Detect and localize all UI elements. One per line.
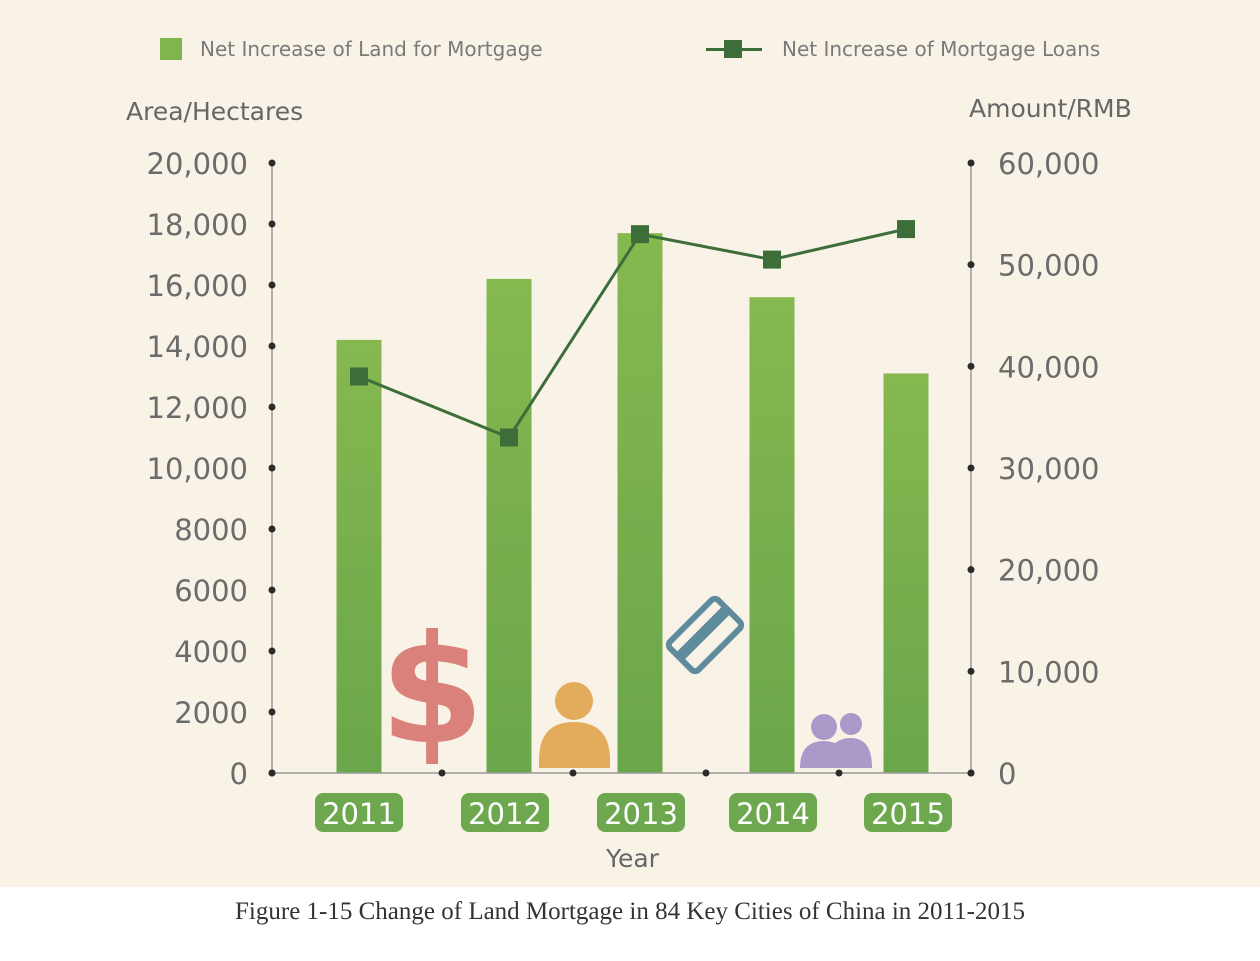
x-axis-title: Year: [606, 844, 659, 873]
right-tick-label: 50,000: [998, 249, 1099, 283]
year-label: 2012: [468, 797, 542, 831]
left-tick-label: 20,000: [147, 147, 248, 181]
group-icon: [800, 713, 872, 768]
right-tick-dot: [967, 362, 975, 370]
left-tick-label: 4000: [174, 635, 248, 669]
bar-2011: [336, 339, 382, 773]
x-tick-dot: [967, 769, 975, 777]
right-tick-dot: [967, 464, 975, 472]
year-badge-2013: [597, 793, 685, 832]
loan-marker-2011: [350, 367, 368, 386]
legend-bar-entry: Net Increase of Land for Mortgage: [160, 34, 543, 64]
x-tick-dot: [438, 769, 446, 777]
left-tick-label: 14,000: [147, 330, 248, 364]
right-tick-label: 20,000: [998, 554, 1099, 588]
left-tick-dot: [268, 586, 276, 594]
right-tick-dot: [967, 261, 975, 269]
year-badge-2011: [315, 793, 403, 832]
legend-bar-label: Net Increase of Land for Mortgage: [200, 37, 543, 61]
legend-line-entry: Net Increase of Mortgage Loans: [706, 34, 1100, 64]
left-tick-label: 16,000: [147, 269, 248, 303]
left-tick-label: 10,000: [147, 452, 248, 486]
left-axis-title: Area/Hectares: [126, 97, 304, 126]
right-tick-label: 30,000: [998, 452, 1099, 486]
right-tick-label: 0: [998, 757, 1016, 791]
legend-line-marker: [706, 38, 762, 60]
bar-2015: [883, 373, 929, 773]
person-icon: [539, 682, 610, 768]
year-badge-2015: [864, 793, 952, 832]
loan-marker-2015: [897, 220, 915, 239]
credit-card-icon: [665, 595, 745, 675]
x-tick-dot: [835, 769, 843, 777]
year-badge-2014: [729, 793, 817, 832]
right-tick-label: 60,000: [998, 147, 1099, 181]
year-label: 2011: [322, 797, 396, 831]
combo-chart: $ 0 2000 4000 6000 8000 10,000 12,000 14,000 16,…: [147, 147, 1099, 832]
dollar-icon: $: [380, 604, 484, 778]
right-axis-title: Amount/RMB: [969, 94, 1132, 123]
loan-marker-2013: [631, 225, 649, 244]
left-tick-dot: [268, 159, 276, 167]
x-tick-dot: [702, 769, 710, 777]
left-tick-dot: [268, 220, 276, 228]
right-tick-dot: [967, 159, 975, 167]
left-tick-label: 12,000: [147, 391, 248, 425]
year-label: 2014: [736, 797, 810, 831]
right-tick-dot: [967, 566, 975, 574]
year-label: 2015: [871, 797, 945, 831]
left-tick-label: 0: [230, 757, 248, 791]
x-tick-dot: [569, 769, 577, 777]
left-tick-dot: [268, 403, 276, 411]
legend-bar-swatch: [160, 38, 182, 60]
left-tick-label: 18,000: [147, 208, 248, 242]
figure-caption: Figure 1-15 Change of Land Mortgage in 8…: [235, 898, 1025, 925]
x-tick-dot: [268, 769, 276, 777]
left-tick-dot: [268, 464, 276, 472]
legend-line-label: Net Increase of Mortgage Loans: [782, 37, 1101, 61]
loan-marker-2012: [500, 428, 518, 447]
left-tick-dot: [268, 525, 276, 533]
decorative-icons: $: [380, 595, 872, 778]
bar-2012: [486, 278, 532, 773]
left-tick-dot: [268, 647, 276, 655]
year-badge-2012: [461, 793, 549, 832]
year-label: 2013: [604, 797, 678, 831]
right-tick-label: 10,000: [998, 655, 1099, 689]
left-tick-label: 8000: [174, 513, 248, 547]
left-tick-dot: [268, 281, 276, 289]
right-tick-label: 40,000: [998, 350, 1099, 384]
left-tick-dot: [268, 342, 276, 350]
left-tick-label: 6000: [174, 574, 248, 608]
right-tick-dot: [967, 667, 975, 675]
bar-2013: [617, 233, 663, 773]
bar-2014: [749, 297, 795, 773]
left-tick-dot: [268, 708, 276, 716]
loan-marker-2014: [763, 250, 781, 269]
left-tick-label: 2000: [174, 696, 248, 730]
